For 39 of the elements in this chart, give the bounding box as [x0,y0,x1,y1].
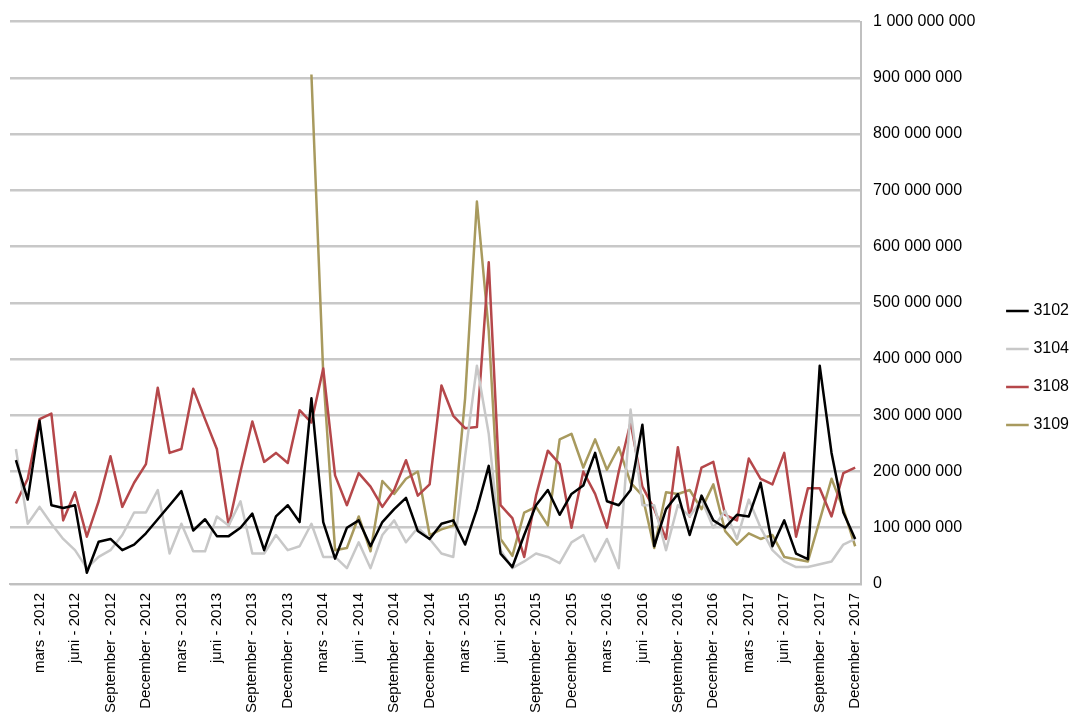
x-tick-label: juni - 2017 [774,592,792,664]
x-tick-label: juni - 2016 [632,592,650,664]
x-tick-label: juni - 2014 [348,592,366,664]
x-tick-label: mars - 2014 [313,592,331,673]
x-tick-label: December - 2015 [561,592,579,709]
y-tick-label: 500 000 000 [873,293,963,311]
x-tick-label: September - 2015 [526,592,544,713]
y-tick-label: 100 000 000 [873,518,963,536]
x-tick-label: September - 2012 [100,592,118,713]
x-tick-label: mars - 2012 [29,592,47,673]
legend-label: 3102 [1033,301,1070,319]
legend-label: 3109 [1033,415,1070,433]
y-tick-label: 0 [873,574,883,592]
y-tick-label: 600 000 000 [873,236,963,254]
x-tick-label: juni - 2012 [65,592,83,664]
legend-label: 3108 [1033,377,1070,395]
y-tick-label: 1 000 000 000 [873,12,976,30]
x-tick-label: December - 2016 [703,592,721,709]
x-tick-label: juni - 2015 [490,592,508,664]
x-tick-label: December - 2017 [845,592,863,709]
y-tick-label: 900 000 000 [873,68,963,86]
y-tick-label: 200 000 000 [873,461,963,479]
x-tick-label: September - 2016 [668,592,686,713]
x-tick-label: September - 2014 [384,592,402,713]
x-tick-label: December - 2012 [136,592,154,709]
y-tick-label: 800 000 000 [873,124,963,142]
legend-label: 3104 [1033,339,1070,357]
x-tick-label: December - 2014 [419,592,437,709]
x-tick-label: December - 2013 [277,592,295,709]
x-tick-label: mars - 2017 [738,592,756,673]
x-tick-label: mars - 2015 [455,592,473,673]
x-tick-label: mars - 2013 [171,592,189,673]
x-tick-label: September - 2013 [242,592,260,713]
x-tick-label: September - 2017 [809,592,827,713]
x-tick-label: juni - 2013 [207,592,224,664]
y-tick-label: 700 000 000 [873,180,963,198]
y-tick-label: 300 000 000 [873,405,963,423]
y-tick-label: 400 000 000 [873,349,963,367]
x-tick-label: mars - 2016 [597,592,615,673]
